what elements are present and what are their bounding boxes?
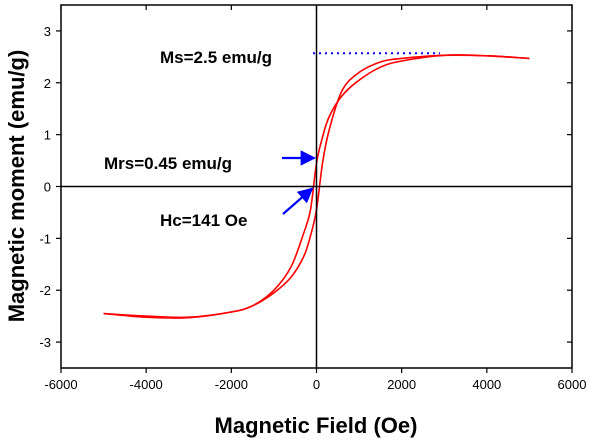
x-tick-label: 2000 (387, 377, 416, 392)
x-tick-label: -2000 (215, 377, 248, 392)
hc-annotation: Hc=141 Oe (160, 211, 247, 230)
y-tick-label: 0 (44, 180, 51, 195)
x-axis-title: Magnetic Field (Oe) (215, 413, 418, 438)
y-tick-label: -1 (39, 231, 51, 246)
ms-annotation: Ms=2.5 emu/g (160, 48, 272, 67)
y-tick-label: -3 (39, 335, 51, 350)
mrs-annotation: Mrs=0.45 emu/g (104, 154, 232, 173)
x-tick-label: -4000 (130, 377, 163, 392)
y-axis-title: Magnetic moment (emu/g) (4, 50, 29, 323)
y-tick-label: 2 (44, 76, 51, 91)
axis-ticks: -6000 -4000 -2000 0 2000 4000 6000 -3 -2 -1 0 1 2 3 (39, 5, 586, 392)
x-tick-label: 6000 (558, 377, 587, 392)
annotations: Ms=2.5 emu/g Mrs=0.45 emu/g Hc=141 Oe (104, 48, 440, 230)
x-tick-label: -6000 (44, 377, 77, 392)
hc-arrow (282, 187, 314, 215)
y-tick-label: 3 (44, 24, 51, 39)
y-tick-label: -2 (39, 283, 51, 298)
x-tick-label: 4000 (472, 377, 501, 392)
x-tick-label: 0 (313, 377, 320, 392)
y-tick-label: 1 (44, 128, 51, 143)
